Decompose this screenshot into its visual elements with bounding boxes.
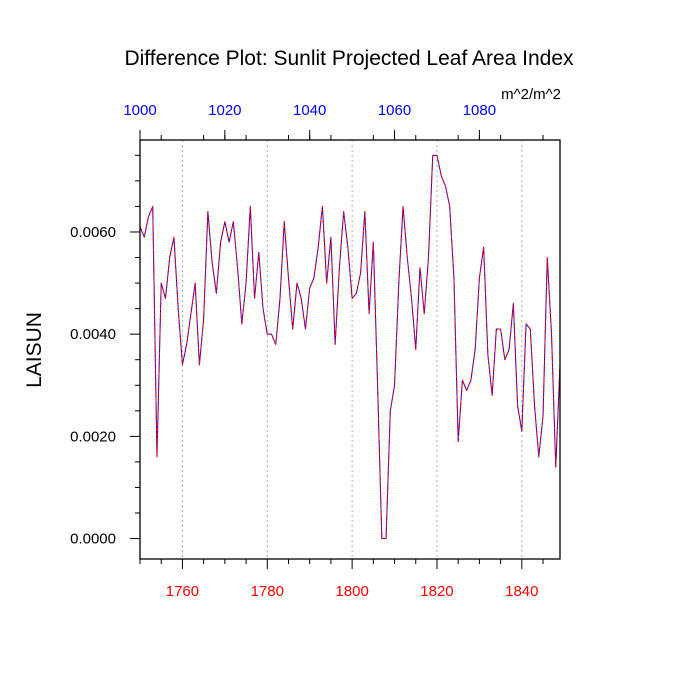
tick-marks <box>130 130 544 569</box>
bottom-tick-label: 1780 <box>251 583 284 600</box>
y-tick-label: 0.0000 <box>70 531 116 548</box>
series-line-1 <box>139 154 561 540</box>
bottom-tick-label: 1840 <box>505 583 538 600</box>
chart-title: Difference Plot: Sunlit Projected Leaf A… <box>124 47 574 70</box>
top-tick-label: 1020 <box>208 102 241 119</box>
bottom-tick-label: 1760 <box>166 583 199 600</box>
series-group <box>139 154 561 540</box>
y-tick-label: 0.0020 <box>70 428 116 445</box>
top-tick-label: 1040 <box>293 102 326 119</box>
bottom-tick-label: 1820 <box>420 583 453 600</box>
y-axis-label: LAISUN <box>23 312 46 388</box>
plot-frame <box>139 139 561 560</box>
top-tick-label: 1000 <box>123 102 156 119</box>
bottom-tick-label: 1800 <box>335 583 368 600</box>
top-tick-label: 1080 <box>463 102 496 119</box>
y-tick-label: 0.0040 <box>70 326 116 343</box>
grid-lines <box>182 140 523 559</box>
units-label: m^2/m^2 <box>501 86 561 103</box>
tick-labels: 1760 1780 1800 1820 1840 1000 1020 1040 1060 1080… <box>70 102 538 600</box>
y-tick-label: 0.0060 <box>70 224 116 241</box>
top-tick-label: 1060 <box>378 102 411 119</box>
series-line-2 <box>139 154 561 540</box>
